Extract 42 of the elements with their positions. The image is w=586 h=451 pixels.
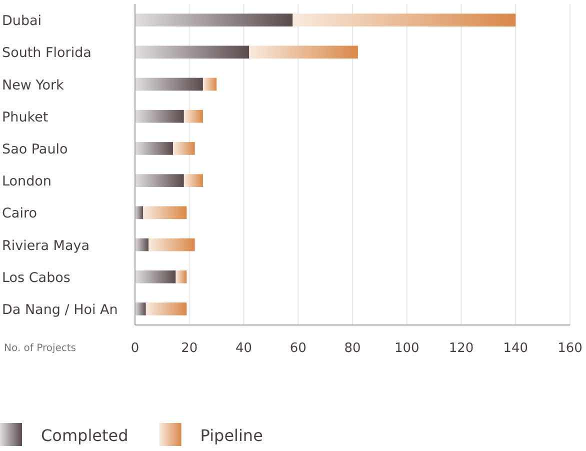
- bar: [202, 78, 217, 91]
- y-tick-label: New York: [2, 77, 64, 94]
- bar: [135, 174, 184, 187]
- x-tick-label: 0: [130, 341, 140, 356]
- bar: [176, 270, 187, 284]
- bar: [135, 302, 146, 316]
- bar: [135, 238, 149, 252]
- y-tick-label: Da Nang / Hoi An: [2, 302, 118, 318]
- x-tick-label: 60: [290, 341, 306, 356]
- bar: [184, 110, 203, 123]
- bar: [184, 174, 203, 187]
- bar: [135, 14, 293, 26]
- legend-label: Completed: [41, 426, 128, 445]
- y-tick-label: South Florida: [2, 45, 92, 62]
- x-tick-label: 160: [558, 341, 582, 356]
- bar: [292, 14, 516, 26]
- x-tick-label: 20: [181, 341, 198, 356]
- bar: [173, 142, 195, 155]
- x-tick-label: 40: [235, 341, 252, 356]
- y-tick-label: Cairo: [2, 206, 37, 222]
- bar: [135, 46, 250, 59]
- x-tick-label: 140: [503, 341, 528, 356]
- bar: [135, 110, 184, 123]
- y-tick-label: Phuket: [2, 109, 48, 126]
- bar: [249, 46, 358, 59]
- x-axis-title: No. of Projects: [4, 343, 76, 354]
- bar: [148, 238, 195, 252]
- bar: [135, 142, 174, 155]
- y-tick-label: Los Cabos: [2, 270, 70, 286]
- bar: [143, 206, 187, 220]
- legend-label: Pipeline: [200, 426, 263, 445]
- y-tick-label: Dubai: [2, 13, 42, 30]
- bar: [135, 78, 203, 91]
- y-tick-label: Riviera Maya: [2, 238, 90, 254]
- bar: [135, 270, 176, 284]
- x-tick-label: 120: [448, 341, 474, 356]
- y-tick-label: Sao Paulo: [2, 141, 68, 158]
- x-tick-label: 100: [394, 341, 420, 356]
- bar: [146, 302, 187, 316]
- x-tick-label: 80: [344, 341, 361, 356]
- bar: [135, 206, 144, 220]
- y-tick-label: London: [2, 174, 52, 190]
